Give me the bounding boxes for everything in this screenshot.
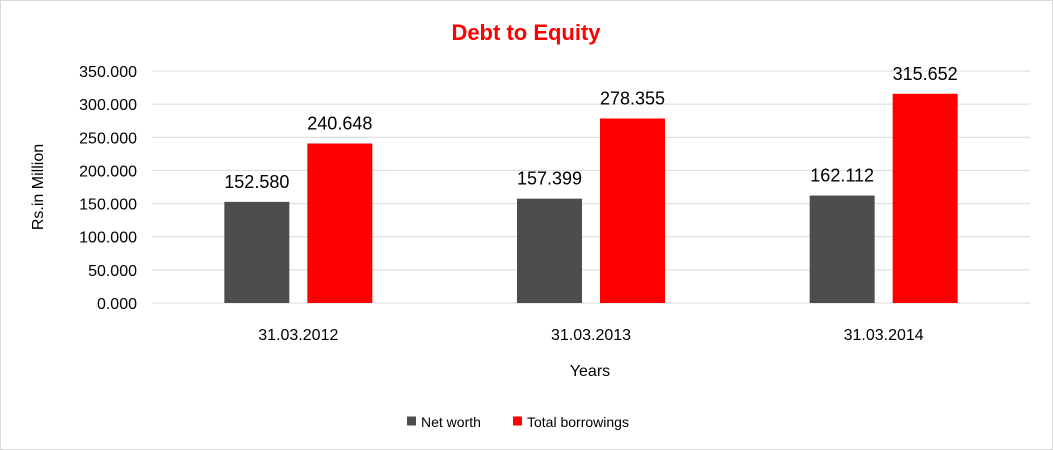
chart-title: Debt to Equity [451,20,601,45]
legend-swatch [407,416,416,426]
gridlines [152,70,1030,304]
y-tick-label: 100.000 [79,230,137,247]
y-tick-label: 300.000 [79,97,137,114]
bar-net-worth [517,198,582,303]
bar-total-borrowings [307,143,373,303]
bar-net-worth [809,195,875,303]
x-axis-title: Years [570,363,610,380]
y-tick-label: 250.000 [79,130,137,147]
y-tick-label: 200.000 [79,163,137,180]
y-tick-label: 150.000 [79,197,137,214]
data-label: 152.580 [224,172,289,192]
x-tick-label: 31.03.2014 [844,327,924,344]
y-axis-ticks: 0.000 50.000 100.000 150.000 200.000 250.000 3… [79,64,137,313]
bar-total-borrowings [892,93,958,303]
data-label: 240.648 [307,113,372,133]
x-axis-ticks: 31.03.2012 31.03.2013 31.03.2014 [258,327,924,344]
data-label: 162.112 [810,166,874,186]
bars [224,93,958,303]
data-labels: 152.580 240.648 157.399 278.355 162.112 315.6… [224,64,957,192]
x-tick-label: 31.03.2012 [258,327,338,344]
y-tick-label: 0.000 [97,296,137,313]
legend-label: Total borrowings [527,414,629,430]
legend-label: Net worth [421,414,481,430]
x-tick-label: 31.03.2013 [551,327,631,344]
y-tick-label: 50.000 [88,263,137,280]
data-label: 157.399 [517,169,582,189]
y-tick-label: 350.000 [79,64,137,81]
bar-total-borrowings [600,118,665,303]
y-axis-title: Rs.in Million [30,144,47,230]
legend: Net worth Total borrowings [407,414,629,430]
legend-swatch [513,416,522,426]
bar-net-worth [224,201,290,303]
data-label: 278.355 [600,88,665,108]
data-label: 315.652 [893,64,958,84]
